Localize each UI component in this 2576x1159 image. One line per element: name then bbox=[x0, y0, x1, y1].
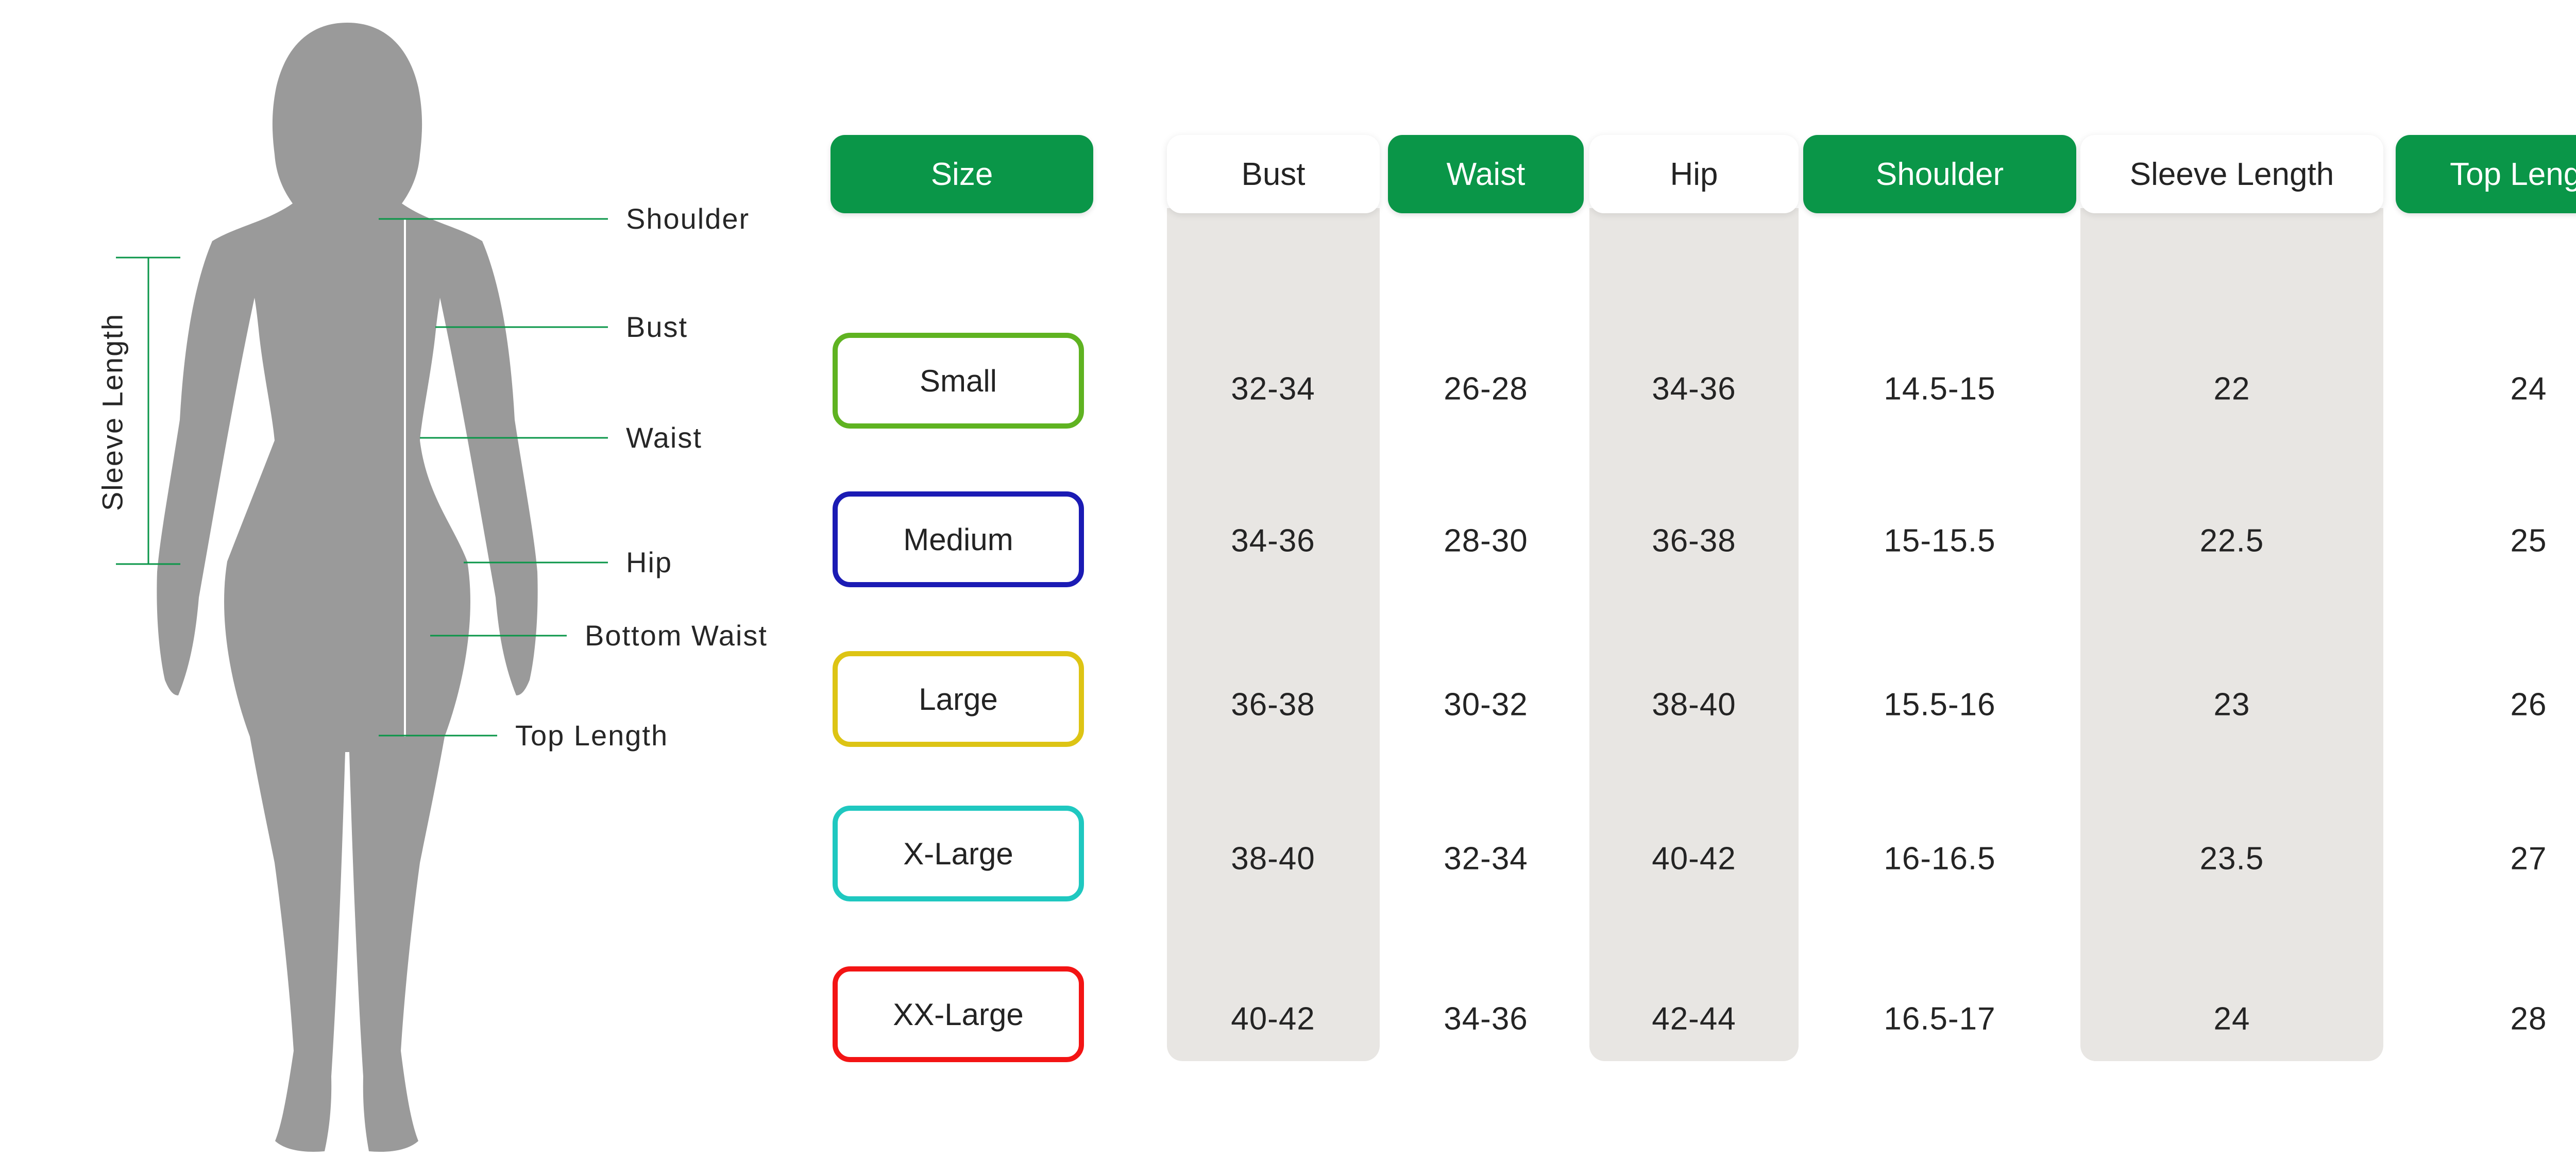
table-cell: 34-36 bbox=[1444, 1001, 1528, 1037]
female-silhouette bbox=[157, 23, 538, 1152]
header-sleeve-length: Sleeve Length bbox=[2080, 135, 2383, 213]
table-cell: 26 bbox=[2510, 687, 2547, 723]
table-cell: 15-15.5 bbox=[1884, 523, 1996, 559]
table-cell: 28 bbox=[2510, 1001, 2547, 1037]
size-button-x-large[interactable]: X-Large bbox=[833, 806, 1084, 901]
table-cell: 40-42 bbox=[1231, 1001, 1315, 1037]
bottom-waist-label: Bottom Waist bbox=[585, 619, 768, 652]
table-cell: 22 bbox=[2213, 371, 2250, 407]
table-cell: 24 bbox=[2213, 1001, 2250, 1037]
table-cell: 32-34 bbox=[1231, 371, 1315, 407]
size-button-medium[interactable]: Medium bbox=[833, 491, 1084, 587]
table-cell: 32-34 bbox=[1444, 841, 1528, 877]
table-cell: 23 bbox=[2213, 687, 2250, 723]
table-cell: 16-16.5 bbox=[1884, 841, 1996, 877]
table-cell: 14.5-15 bbox=[1884, 371, 1996, 407]
table-cell: 30-32 bbox=[1444, 687, 1528, 723]
table-cell: 38-40 bbox=[1231, 841, 1315, 877]
size-button-large[interactable]: Large bbox=[833, 651, 1084, 747]
header-top-length: Top Length bbox=[2396, 135, 2576, 213]
table-cell: 34-36 bbox=[1652, 371, 1736, 407]
header-hip: Hip bbox=[1589, 135, 1799, 213]
waist-label: Waist bbox=[626, 421, 702, 454]
table-cell: 22.5 bbox=[2199, 523, 2264, 559]
table-cell: 38-40 bbox=[1652, 687, 1736, 723]
shoulder-label: Shoulder bbox=[626, 202, 750, 235]
header-waist: Waist bbox=[1388, 135, 1584, 213]
table-cell: 34-36 bbox=[1231, 523, 1315, 559]
bust-label: Bust bbox=[626, 311, 688, 343]
table-cell: 36-38 bbox=[1231, 687, 1315, 723]
body-measurement-diagram bbox=[116, 23, 608, 1152]
table-cell: 42-44 bbox=[1652, 1001, 1736, 1037]
hip-column-bg bbox=[1589, 208, 1799, 1061]
sleeve-length-column-bg bbox=[2080, 208, 2383, 1061]
sleeve-length-label: Sleeve Length bbox=[96, 313, 129, 512]
table-cell: 15.5-16 bbox=[1884, 687, 1996, 723]
table-cell: 24 bbox=[2510, 371, 2547, 407]
table-cell: 25 bbox=[2510, 523, 2547, 559]
hip-label: Hip bbox=[626, 546, 673, 578]
table-cell: 28-30 bbox=[1444, 523, 1528, 559]
size-button-small[interactable]: Small bbox=[833, 333, 1084, 429]
header-size: Size bbox=[831, 135, 1093, 213]
top-length-label: Top Length bbox=[515, 719, 669, 752]
table-cell: 40-42 bbox=[1652, 841, 1736, 877]
header-bust: Bust bbox=[1167, 135, 1380, 213]
table-cell: 27 bbox=[2510, 841, 2547, 877]
table-cell: 16.5-17 bbox=[1884, 1001, 1996, 1037]
size-button-xx-large[interactable]: XX-Large bbox=[833, 966, 1084, 1062]
header-shoulder: Shoulder bbox=[1803, 135, 2076, 213]
table-cell: 23.5 bbox=[2199, 841, 2264, 877]
bust-column-bg bbox=[1167, 208, 1380, 1061]
table-cell: 36-38 bbox=[1652, 523, 1736, 559]
table-cell: 26-28 bbox=[1444, 371, 1528, 407]
